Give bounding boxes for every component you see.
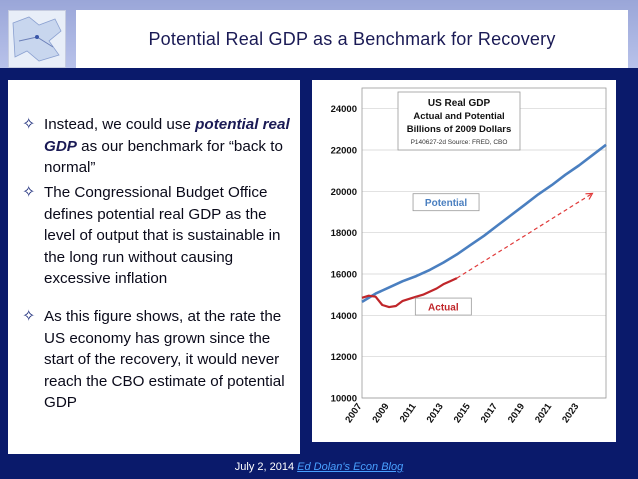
- text-panel: ✧ Instead, we could use potential real G…: [8, 80, 300, 454]
- x-tick-label: 2023: [560, 401, 581, 425]
- bullet-1: ✧ Instead, we could use potential real G…: [22, 114, 292, 179]
- blog-link[interactable]: Ed Dolan's Econ Blog: [297, 461, 404, 473]
- bullet-1-text-b: as our benchmark for “back to normal”: [44, 137, 283, 177]
- x-axis-ticks: 2007 2009 2011 2013 2015 2017 2019 2021 2023: [343, 401, 581, 425]
- x-tick-label: 2011: [398, 401, 419, 425]
- legend-label-text: Actual: [428, 303, 459, 314]
- y-tick-label: 10000: [331, 394, 357, 405]
- trend-line: [456, 192, 593, 279]
- star-bullet-icon: ✧: [22, 308, 36, 325]
- series-line-potential: [361, 143, 607, 304]
- header-panel: [76, 10, 628, 68]
- series-layer: Potential Actual: [361, 143, 607, 316]
- legend-label-text: Potential: [425, 198, 467, 209]
- x-tick-label: 2019: [506, 401, 527, 425]
- chart-subtitle: Actual and Potential: [413, 111, 504, 122]
- blog-logo: [8, 10, 66, 68]
- x-tick-label: 2015: [452, 401, 474, 425]
- trend-arrowhead: [585, 192, 594, 200]
- legend-label-actual: Actual: [414, 297, 472, 316]
- y-tick-label: 12000: [331, 352, 357, 363]
- bullet-2: ✧ The Congressional Budget Office define…: [22, 182, 292, 290]
- series-line-actual: [361, 277, 458, 309]
- bullet-2-text: The Congressional Budget Office defines …: [44, 184, 281, 288]
- y-axis-ticks: 10000 12000 14000 16000 18000 20000 22000 24000: [331, 104, 357, 404]
- x-tick-label: 2017: [479, 401, 500, 425]
- legend-label-box: [412, 193, 480, 212]
- y-tick-label: 22000: [331, 146, 357, 157]
- chart-source: P140627-2d Source: FRED, CBO: [411, 139, 508, 146]
- y-tick-label: 18000: [331, 228, 357, 239]
- legend-label-box: [414, 297, 472, 316]
- bullet-3: ✧ As this figure shows, at the rate the …: [22, 306, 292, 414]
- bullet-3-text: As this figure shows, at the rate the US…: [44, 308, 285, 412]
- grid-lines: [362, 108, 606, 399]
- chart-title: US Real GDP: [428, 98, 491, 109]
- star-bullet-icon: ✧: [22, 116, 36, 133]
- x-tick-label: 2007: [343, 401, 364, 425]
- chart-panel: 10000 12000 14000 16000 18000 20000 22000 24000…: [312, 80, 616, 442]
- y-tick-label: 20000: [331, 187, 357, 198]
- star-bullet-icon: ✧: [22, 184, 36, 201]
- chart-title-box: US Real GDP Actual and Potential Billion…: [397, 91, 521, 151]
- y-tick-label: 16000: [331, 270, 357, 281]
- footer-date: July 2, 2014: [234, 461, 295, 473]
- x-tick-label: 2021: [533, 401, 555, 425]
- page-title: Potential Real GDP as a Benchmark for Re…: [148, 29, 556, 49]
- y-tick-label: 14000: [331, 311, 357, 322]
- footer: July 2, 2014 Ed Dolan's Econ Blog: [0, 461, 638, 473]
- map-thumbnail-icon: [9, 11, 65, 67]
- chart-subtitle-units: Billions of 2009 Dollars: [407, 124, 512, 135]
- gdp-line-chart: 10000 12000 14000 16000 18000 20000 22000 24000…: [331, 87, 607, 425]
- bullet-1-text-a: Instead, we could use: [44, 116, 196, 133]
- legend-label-potential: Potential: [412, 193, 480, 212]
- x-tick-label: 2013: [425, 401, 446, 425]
- y-tick-label: 24000: [331, 104, 357, 115]
- plot-frame: [361, 87, 607, 399]
- x-tick-label: 2009: [370, 401, 391, 425]
- bullet-1-emphasis: potential real GDP: [44, 116, 290, 155]
